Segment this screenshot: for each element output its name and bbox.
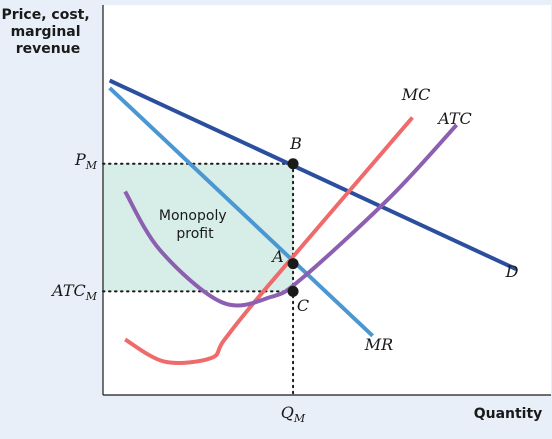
tick-label-pm: PM [74, 150, 98, 172]
y-axis-title: Price, cost, marginal revenue [1, 7, 94, 57]
tick-label-qm: QM [281, 403, 306, 425]
curve-label-mr: MR [364, 335, 393, 354]
equilibrium-points [287, 158, 299, 297]
point-c [287, 285, 299, 297]
curve-d [108, 78, 518, 272]
curve-label-d: D [505, 262, 519, 281]
tick-label-atcm-main: ATC [50, 281, 86, 300]
curves [108, 78, 518, 365]
x-axis-title: Quantity [474, 406, 543, 422]
monopoly-profit-label-line-2: profit [176, 226, 214, 242]
curve-mr [108, 86, 374, 338]
curve-atc [123, 123, 459, 308]
monopoly-profit-region [103, 163, 294, 292]
monopoly-profit-label-line-1: Monopoly [159, 208, 227, 224]
tick-label-qm-main: Q [281, 403, 294, 422]
curve-label-mc: MC [401, 85, 431, 104]
curve-label-atc: ATC [436, 109, 472, 128]
monopoly-profit-label: Monopoly profit [159, 208, 231, 242]
point-label-b: B [289, 134, 302, 153]
tick-label-qm-sub: M [293, 412, 306, 425]
point-a [287, 258, 299, 270]
point-b [287, 158, 299, 170]
tick-label-pm-main: P [74, 150, 86, 169]
y-axis-title-line-3: revenue [16, 41, 80, 57]
tick-label-atcm-sub: M [85, 290, 98, 303]
y-axis-title-line-2: marginal [11, 24, 81, 40]
y-axis-title-line-1: Price, cost, [1, 7, 89, 23]
point-label-a: A [270, 247, 284, 266]
tick-label-atcm: ATCM [50, 281, 98, 303]
tick-label-pm-sub: M [85, 159, 98, 172]
curve-mc [124, 116, 414, 365]
point-label-c: C [297, 296, 309, 315]
